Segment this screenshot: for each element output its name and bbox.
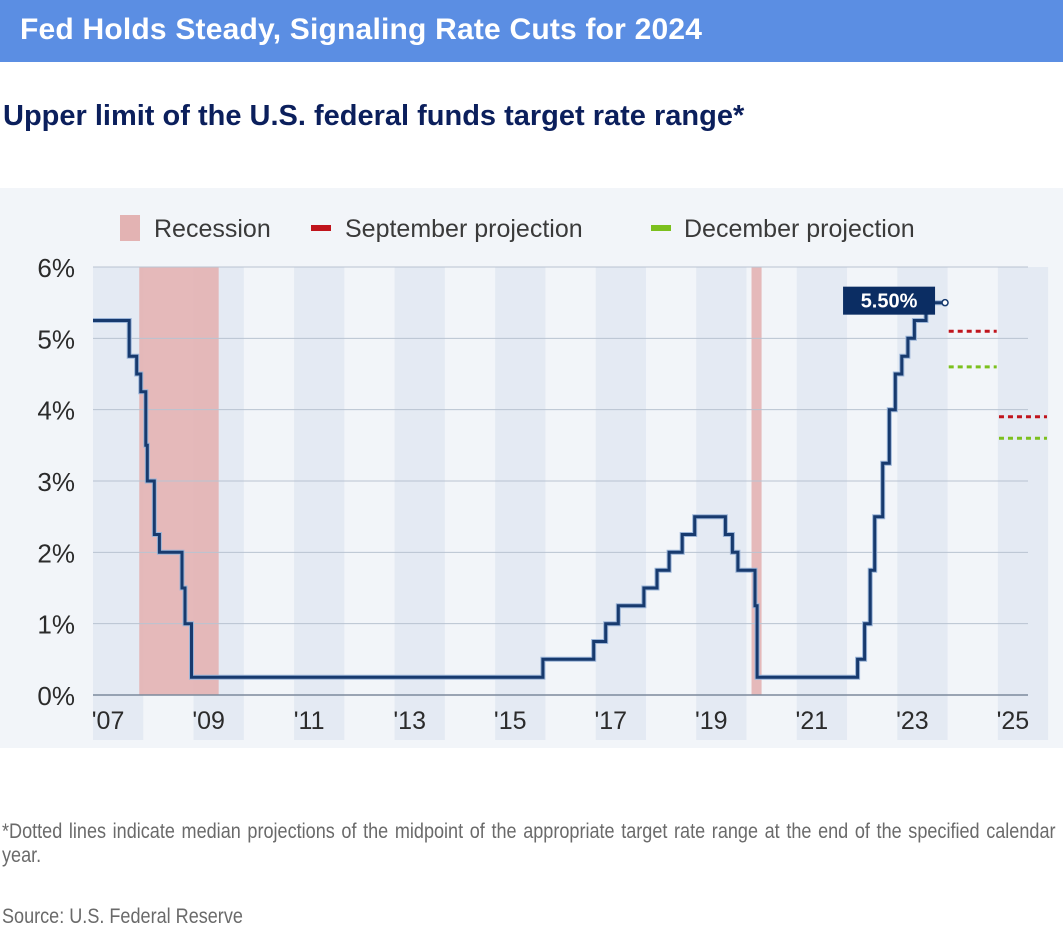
- fed-rate-chart: 0% 1% 2% 3% 4% 5% 6% '07 '09 '11 '13 '15 '17 '19 '21 '2…: [37, 215, 1049, 740]
- year-band: [495, 267, 546, 740]
- footnote: *Dotted lines indicate median projection…: [2, 820, 1056, 867]
- x-tick-label: '07: [92, 707, 125, 735]
- legend-swatch-december: [651, 225, 671, 231]
- y-tick-label: 2%: [37, 538, 75, 568]
- x-tick-label: '17: [594, 707, 627, 735]
- x-tick-label: '11: [294, 707, 325, 735]
- year-band: [294, 267, 345, 740]
- source-note: Source: U.S. Federal Reserve: [2, 905, 243, 928]
- value-label-text: 5.50%: [861, 291, 918, 313]
- legend-label: September projection: [345, 215, 583, 243]
- y-tick-label: 4%: [37, 396, 75, 426]
- legend-swatch-recession: [120, 215, 140, 241]
- year-band: [394, 267, 445, 740]
- legend-label: December projection: [684, 215, 915, 243]
- chart-headline: Fed Holds Steady, Signaling Rate Cuts fo…: [20, 13, 703, 46]
- y-tick-label: 5%: [37, 324, 75, 354]
- y-tick-label: 1%: [37, 610, 75, 640]
- headline-bar: Fed Holds Steady, Signaling Rate Cuts fo…: [0, 0, 1063, 62]
- x-tick-label: '19: [695, 707, 728, 735]
- year-band: [696, 267, 747, 740]
- year-band: [997, 267, 1049, 740]
- x-tick-label: '15: [494, 707, 527, 735]
- y-tick-label: 3%: [37, 467, 75, 497]
- year-band: [93, 267, 144, 740]
- y-tick-label: 6%: [37, 253, 75, 283]
- legend-swatch-september: [311, 225, 331, 231]
- x-tick-label: '13: [393, 707, 426, 735]
- x-tick-label: '21: [796, 707, 829, 735]
- x-tick-label: '09: [192, 707, 225, 735]
- legend-label: Recession: [154, 215, 271, 243]
- series-line: [93, 301, 946, 679]
- chart-subtitle: Upper limit of the U.S. federal funds ta…: [3, 100, 745, 132]
- value-label-box: [843, 286, 936, 315]
- y-tick-label: 0%: [37, 681, 75, 711]
- x-tick-label: '23: [896, 707, 929, 735]
- series-end-point: [941, 298, 949, 307]
- year-band: [595, 267, 646, 740]
- x-tick-label: '25: [997, 707, 1030, 735]
- year-band: [796, 267, 848, 740]
